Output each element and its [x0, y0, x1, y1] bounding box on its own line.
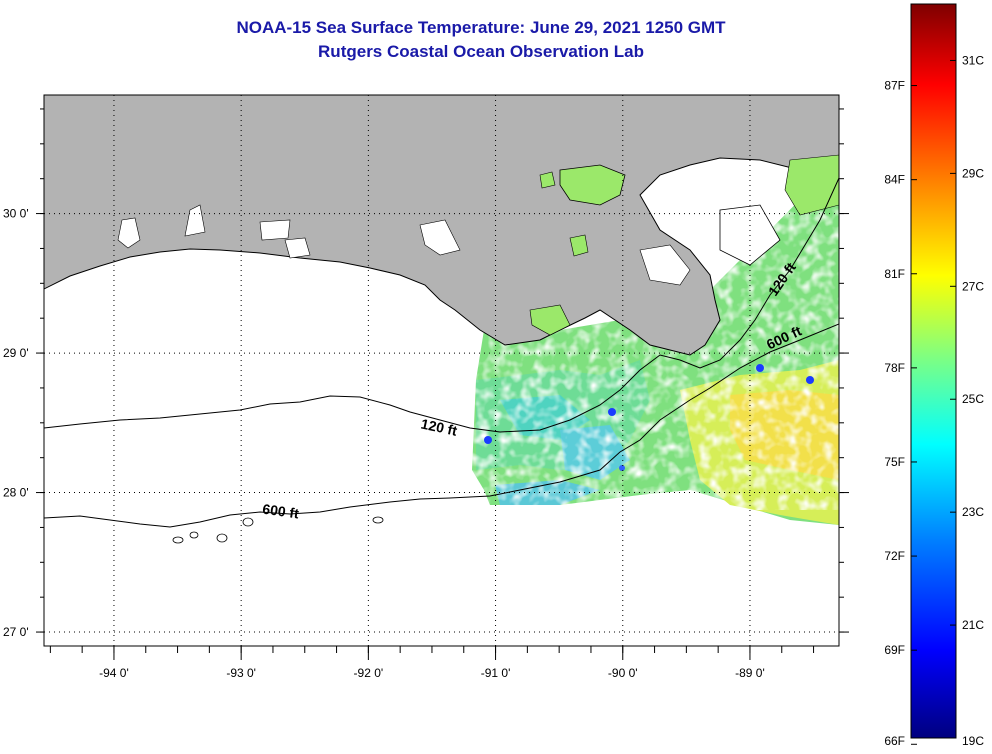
- grand-lake: [259, 219, 291, 241]
- lon-tick-label: -92 0': [354, 666, 384, 680]
- cold-spot: [756, 364, 764, 372]
- barataria-bay: [529, 304, 571, 336]
- map-axis-ticks: -94 0' -93 0' -92 0' -91 0' -90 0' -89 0' 30 0…: [3, 108, 849, 680]
- lon-tick-label: -90 0': [608, 666, 638, 680]
- cold-spot: [806, 376, 814, 384]
- seamount-contour: [189, 531, 199, 539]
- lat-tick-label: 28 0': [3, 486, 29, 500]
- lon-tick-label: -91 0': [481, 666, 511, 680]
- colorbar-ticks: 31C 29C 27C 25C 23C 21C 19C 87F 84F 81F 78F 75F 72F 6…: [884, 53, 984, 748]
- colorbar-fahrenheit-label: 78F: [884, 361, 905, 375]
- colorbar-celsius-label: 19C: [962, 734, 984, 748]
- lake-pontchartrain: [559, 164, 626, 206]
- seamount-contour: [372, 516, 384, 524]
- colorbar-fahrenheit-label: 81F: [884, 267, 905, 281]
- seamount-contour: [216, 533, 228, 543]
- temperature-colorbar: [910, 3, 957, 739]
- colorbar-celsius-label: 31C: [962, 53, 984, 67]
- map-title: NOAA-15 Sea Surface Temperature: June 29…: [236, 18, 726, 37]
- lake-salvador: [569, 234, 589, 257]
- map-grid: [44, 95, 839, 646]
- lake-calcasieu: [184, 204, 206, 237]
- lake-sabine: [117, 217, 141, 249]
- white-lake: [284, 237, 311, 259]
- contour-label-600-west: 600 ft: [261, 501, 300, 522]
- colorbar-fahrenheit-label: 72F: [884, 549, 905, 563]
- colorbar-celsius-label: 25C: [962, 392, 984, 406]
- lat-tick-label: 30 0': [3, 207, 29, 221]
- colorbar-fahrenheit-label: 84F: [884, 173, 905, 187]
- lat-tick-label: 27 0': [3, 625, 29, 639]
- seamount-contour: [172, 536, 184, 544]
- seamount-contour: [242, 517, 254, 527]
- contour-120ft-line: [44, 177, 839, 433]
- cold-spot: [484, 436, 492, 444]
- cold-spot: [608, 408, 616, 416]
- colorbar-celsius-label: 29C: [962, 166, 984, 180]
- mississippi-sound: [784, 154, 839, 216]
- map-subtitle: Rutgers Coastal Ocean Observation Lab: [318, 42, 644, 61]
- cold-spot: [619, 465, 625, 471]
- lake-maurepas: [539, 171, 556, 189]
- lon-tick-label: -93 0': [226, 666, 256, 680]
- bay-atchafalaya: [419, 219, 461, 256]
- contour-label-120-west: 120 ft: [419, 415, 458, 438]
- colorbar-celsius-label: 21C: [962, 618, 984, 632]
- lon-tick-label: -94 0': [99, 666, 129, 680]
- colorbar-fahrenheit-label: 75F: [884, 455, 905, 469]
- map-frame: [43, 94, 840, 647]
- colorbar-celsius-label: 27C: [962, 279, 984, 293]
- colorbar-fahrenheit-label: 69F: [884, 643, 905, 657]
- colorbar-celsius-label: 23C: [962, 505, 984, 519]
- lat-tick-label: 29 0': [3, 346, 29, 360]
- colorbar-fahrenheit-label: 87F: [884, 79, 905, 93]
- lon-tick-label: -89 0': [735, 666, 765, 680]
- colorbar-fahrenheit-label: 66F: [884, 734, 905, 748]
- breton-marsh: [639, 244, 691, 286]
- contour-600ft-line: [44, 323, 839, 528]
